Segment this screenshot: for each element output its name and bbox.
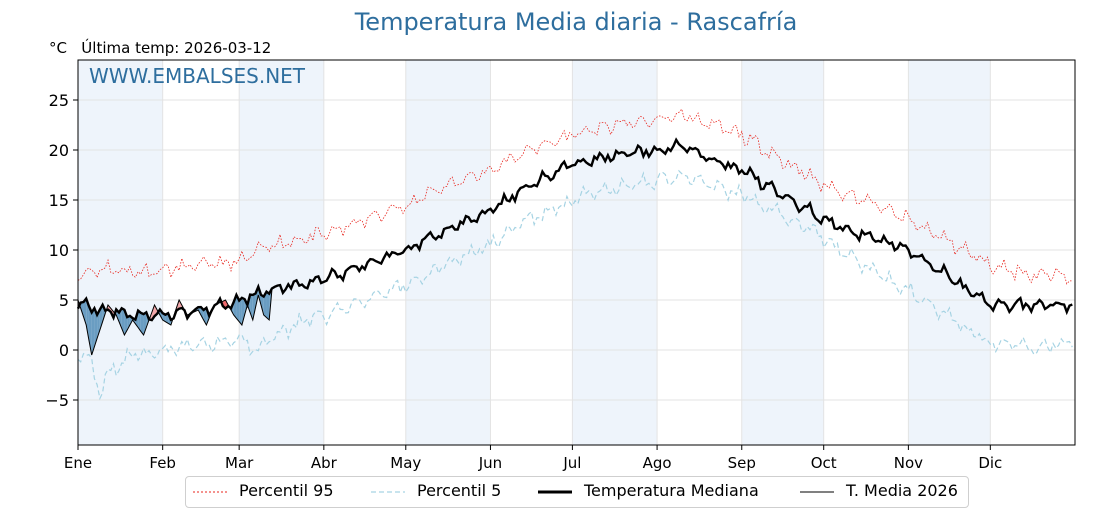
below-normal-fill xyxy=(239,297,242,325)
below-normal-fill xyxy=(94,308,98,347)
x-tick-label: Sep xyxy=(728,454,756,472)
plot-frame xyxy=(77,59,1076,446)
x-tick-label: Jul xyxy=(562,454,581,472)
y-tick-label: −5 xyxy=(45,391,69,410)
x-axis: Ene Feb Mar Abr May Jun Jul Ago Sep Oct Nov Dic xyxy=(64,445,1002,472)
legend-label-p5: Percentil 5 xyxy=(417,481,502,500)
below-normal-fill xyxy=(263,291,267,318)
below-normal-fill xyxy=(140,312,144,335)
chart-title: Temperatura Media diaria - Rascafría xyxy=(354,8,798,36)
y-tick-label: 0 xyxy=(59,341,69,360)
below-normal-fill xyxy=(252,293,256,320)
below-normal-fill xyxy=(86,298,89,340)
month-band-Mar xyxy=(239,60,324,445)
series-line-2026 xyxy=(77,289,273,356)
legend-label-p95: Percentil 95 xyxy=(239,481,334,500)
y-tick-label: 25 xyxy=(49,91,69,110)
x-tick-label: Jun xyxy=(478,454,502,472)
below-normal-fill xyxy=(138,310,141,332)
month-band-Nov xyxy=(908,60,991,445)
y-tick-label: 20 xyxy=(49,141,69,160)
series-line-p5 xyxy=(77,169,1073,401)
month-band-Sep xyxy=(741,60,824,445)
watermark: WWW.EMBALSES.NET xyxy=(89,64,306,88)
month-band-Ene xyxy=(78,60,163,445)
below-normal-fill xyxy=(121,308,125,335)
chart-subtitle: °C Última temp: 2026-03-12 xyxy=(49,39,271,57)
month-band-Jul xyxy=(572,60,658,445)
x-tick-label: May xyxy=(390,454,421,472)
unit-label: °C xyxy=(49,39,67,57)
below-normal-fill xyxy=(266,291,270,320)
x-tick-label: Ago xyxy=(643,454,672,472)
legend-label-2026: T. Media 2026 xyxy=(846,481,958,500)
legend-swatch-p95 xyxy=(193,491,227,493)
legend-swatch-median xyxy=(538,490,572,494)
y-tick-label: 5 xyxy=(59,291,69,310)
y-tick-label: 10 xyxy=(49,241,69,260)
x-tick-label: Feb xyxy=(149,454,176,472)
series-lines xyxy=(76,108,1073,401)
month-band-May xyxy=(405,60,491,445)
x-tick-label: Dic xyxy=(978,454,1002,472)
series-line-p95 xyxy=(77,108,1073,285)
last-temp-label: Última temp: 2026-03-12 xyxy=(81,39,272,57)
legend-swatch-2026 xyxy=(800,491,834,493)
x-tick-label: Mar xyxy=(225,454,254,472)
legend-label-median: Temperatura Mediana xyxy=(584,481,759,500)
below-normal-fill xyxy=(261,294,264,315)
below-normal-fill xyxy=(165,313,169,324)
y-axis: −5 0 5 10 15 20 25 xyxy=(45,91,78,410)
legend: Percentil 95 Percentil 5 Temperatura Med… xyxy=(185,476,969,508)
legend-swatch-p5 xyxy=(371,491,405,493)
x-tick-label: Nov xyxy=(894,454,923,472)
x-tick-label: Oct xyxy=(811,454,837,472)
below-normal-fill xyxy=(127,315,130,330)
x-tick-label: Abr xyxy=(311,454,338,472)
below-normal-fill xyxy=(91,308,95,355)
below-normal-fill xyxy=(241,297,245,325)
y-tick-label: 15 xyxy=(49,191,69,210)
x-tick-label: Ene xyxy=(64,454,92,472)
series-line-median xyxy=(76,137,1073,322)
